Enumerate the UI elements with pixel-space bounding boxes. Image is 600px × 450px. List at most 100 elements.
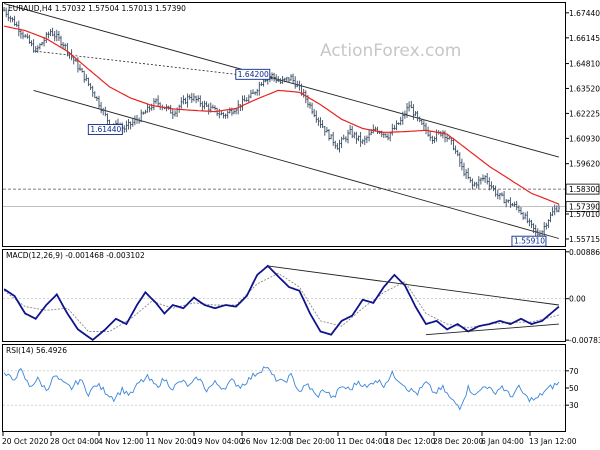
price-bar xyxy=(365,135,368,144)
price-bar xyxy=(359,132,362,147)
price-bar xyxy=(197,95,200,102)
price-annotation-label: 1.64200 xyxy=(238,70,269,79)
price-bar xyxy=(321,120,324,128)
price-panel-frame xyxy=(2,2,566,247)
price-bar xyxy=(55,29,58,42)
price-bar xyxy=(60,35,62,47)
price-bar xyxy=(224,113,227,119)
price-annotation-box xyxy=(511,235,547,247)
price-y-tick-label: 1.62225 xyxy=(569,109,600,118)
price-bar xyxy=(171,108,174,119)
price-bar xyxy=(133,115,136,126)
price-bar xyxy=(243,95,246,102)
price-bar xyxy=(91,85,94,97)
price-bar xyxy=(391,123,394,136)
price-bar xyxy=(24,34,27,38)
price-bar xyxy=(254,91,257,96)
price-bar xyxy=(340,136,343,149)
price-bar xyxy=(482,174,484,182)
price-bar xyxy=(201,101,204,111)
dashed-trend-line xyxy=(35,50,279,80)
price-bar xyxy=(292,73,295,84)
macd-panel-frame xyxy=(2,249,566,342)
price-bar xyxy=(184,97,187,105)
price-bar xyxy=(511,202,514,206)
price-bar xyxy=(192,93,195,102)
price-bar xyxy=(144,109,147,114)
price-bar xyxy=(5,7,8,18)
price-bar xyxy=(355,131,358,144)
price-bar xyxy=(180,97,183,109)
price-bar xyxy=(26,33,29,39)
price-bar xyxy=(507,199,510,204)
price-bar xyxy=(9,15,12,23)
price-bar xyxy=(524,212,527,220)
price-bar xyxy=(13,15,16,26)
price-bar xyxy=(323,126,326,136)
price-bar xyxy=(146,104,149,113)
price-bar xyxy=(412,104,415,120)
price-bar xyxy=(138,117,141,124)
price-bar xyxy=(484,175,487,183)
price-bar xyxy=(205,101,208,107)
price-bar xyxy=(490,181,493,190)
price-bar xyxy=(287,77,290,83)
price-bar xyxy=(332,131,335,146)
macd-line xyxy=(3,264,560,342)
price-bar xyxy=(545,222,548,230)
price-bar xyxy=(53,31,56,42)
rsi-line xyxy=(3,366,560,411)
price-bar xyxy=(513,201,516,207)
price-bar xyxy=(51,27,54,37)
price-bar xyxy=(408,101,411,112)
rsi-panel: 70 50 30 xyxy=(3,366,579,411)
price-bar xyxy=(152,98,155,111)
price-bar xyxy=(11,17,14,23)
price-bar xyxy=(357,135,360,142)
price-bar xyxy=(315,110,318,123)
price-bar xyxy=(47,31,50,39)
price-bar xyxy=(454,145,457,154)
x-tick-label: 19 Nov 04:00 xyxy=(193,437,244,446)
price-bar xyxy=(125,120,128,133)
price-bar xyxy=(271,72,273,81)
price-bar xyxy=(534,224,537,236)
price-annotation-label: 1.55910 xyxy=(514,237,545,246)
price-y-tick-label: 1.57010 xyxy=(569,210,600,219)
price-bar xyxy=(496,189,499,200)
price-bar xyxy=(446,135,449,142)
price-bar xyxy=(313,108,316,118)
price-bar xyxy=(334,140,337,149)
price-panel: 1.67440 1.66145 1.64810 1.63520 1.62225 1.609… xyxy=(3,3,600,247)
price-bar xyxy=(475,181,478,189)
price-bar xyxy=(174,110,176,117)
price-bar xyxy=(479,177,482,185)
x-tick-label: 11 Dec 04:00 xyxy=(337,437,388,446)
price-bar xyxy=(104,106,107,117)
price-annotation-label: 1.61440 xyxy=(90,125,121,134)
price-bar xyxy=(372,124,375,134)
price-y-tick-label: 1.58300 xyxy=(569,185,600,194)
price-bar xyxy=(81,67,84,73)
price-bar xyxy=(515,200,518,211)
price-bar xyxy=(190,92,193,103)
price-y-tick-label: 1.66145 xyxy=(569,34,600,43)
price-bar xyxy=(317,117,320,126)
price-bar xyxy=(441,130,444,139)
price-bar xyxy=(452,137,455,151)
price-bar xyxy=(349,125,352,135)
price-y-tick-label: 1.60930 xyxy=(569,134,600,143)
x-tick-label: 4 Nov 12:00 xyxy=(98,437,144,446)
price-bar xyxy=(353,131,356,139)
price-bar xyxy=(41,41,43,46)
macd-y-tick-label: 0.00886 xyxy=(569,248,600,257)
price-annotation-box xyxy=(87,124,123,136)
channel-line xyxy=(33,89,560,239)
price-bar xyxy=(290,74,292,81)
price-bar xyxy=(460,158,463,171)
price-bar xyxy=(17,20,20,37)
price-y-tick-label: 1.64810 xyxy=(569,60,600,69)
price-bar xyxy=(420,119,423,125)
